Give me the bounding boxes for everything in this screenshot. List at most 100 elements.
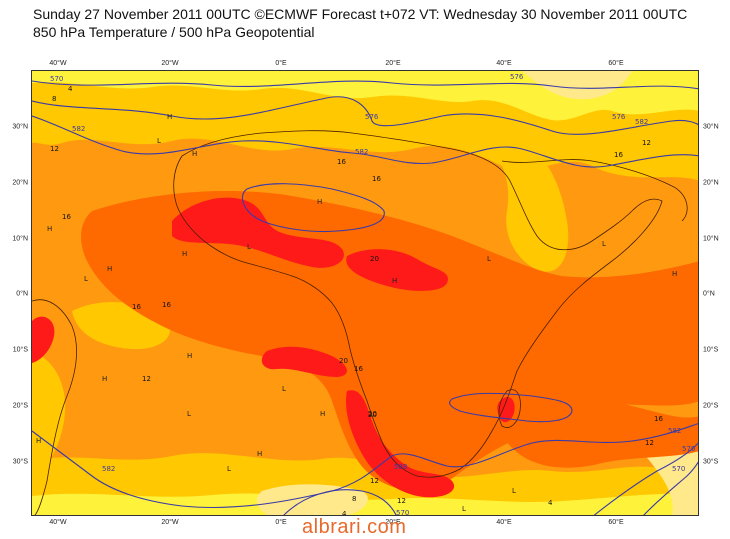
temp-contour-label: 12 (397, 497, 406, 505)
temp-contour-label: 12 (642, 139, 651, 147)
lon-label-bottom: 60°E (608, 519, 624, 526)
lat-label-left: 20°N (12, 179, 28, 187)
pressure-marker: H (320, 410, 325, 418)
geopotential-line (643, 461, 698, 515)
pressure-marker: H (47, 225, 52, 233)
geopotential-label: 576 (510, 73, 524, 81)
temp-contour-label: 20 (339, 357, 348, 365)
lat-label-left: 30°N (12, 123, 28, 131)
lat-label-right: 30°N (703, 123, 719, 131)
temp-field-hot-brazil (32, 316, 55, 363)
pressure-marker: L (487, 255, 491, 263)
lon-label-bottom: 40°W (49, 519, 67, 526)
pressure-marker: L (227, 465, 231, 473)
pressure-marker: L (512, 487, 516, 495)
lat-label-right: 20°N (703, 179, 719, 187)
lon-label-bottom: 20°E (385, 519, 401, 526)
pressure-marker: H (107, 265, 112, 273)
temp-contour-label: 20 (370, 255, 379, 263)
temp-contour-label: 12 (370, 477, 379, 485)
pressure-marker: H (187, 352, 192, 360)
temp-contour-label: 4 (68, 85, 73, 93)
temp-field-hot-central (346, 249, 448, 291)
pressure-marker: L (282, 385, 286, 393)
temp-field-west-yellow (32, 351, 66, 471)
temp-contour-label: 8 (352, 495, 356, 503)
temp-field-north-pale (522, 71, 632, 100)
pressure-marker: H (192, 150, 197, 158)
lon-label-bottom: 40°E (496, 519, 512, 526)
temp-field-east-yellow (472, 131, 569, 272)
temp-contour-label: 16 (62, 213, 71, 221)
temp-contour-label: 20 (368, 410, 377, 418)
geopotential-label: 582 (635, 118, 648, 126)
geopotential-label: 576 (682, 445, 696, 453)
geopotential-label: 588 (394, 463, 407, 471)
pressure-marker: H (672, 270, 677, 278)
temp-contour-label: 12 (50, 145, 59, 153)
lon-label-bottom: 0°E (275, 519, 287, 526)
lat-label-left: 30°S (12, 458, 28, 466)
geopotential-label: 576 (612, 113, 626, 121)
lon-label-top: 20°E (385, 60, 401, 67)
pressure-marker: H (36, 437, 41, 445)
south-america-coastline (32, 299, 77, 515)
lat-label-right: 10°N (703, 235, 719, 243)
lat-label-right: 20°S (703, 402, 719, 410)
temp-contour-label: 16 (654, 415, 663, 423)
pressure-marker: H (317, 198, 322, 206)
pressure-marker: L (187, 410, 191, 418)
geopotential-label: 570 (50, 75, 63, 83)
temp-contour-label: 20 (368, 411, 377, 419)
lat-label-left: 10°S (12, 346, 28, 354)
geopotential-line (449, 392, 573, 423)
temp-field-southeast-orange (498, 395, 698, 468)
pressure-marker: H (392, 277, 397, 285)
lon-label-top: 0°E (275, 60, 287, 67)
weather-map: 16 16 16 16 20 20 20 16 12 12 12 8 12 4 … (31, 70, 699, 516)
geopotential-labels: 570 576 582 582 576 582 576 570 582 588 … (50, 73, 696, 516)
temp-contour-label: 16 (614, 151, 623, 159)
geopotential-line (32, 423, 698, 509)
temp-field-southwest-pale (256, 484, 368, 515)
pressure-marker: H (182, 250, 187, 258)
temp-contour-labels: 16 16 16 16 20 20 20 16 12 12 12 8 12 4 … (50, 85, 663, 515)
temp-field-north-bright (32, 71, 698, 121)
pressure-marker: H (167, 113, 172, 121)
geopotential-label: 582 (72, 125, 85, 133)
temp-field-hot-angola (261, 346, 348, 377)
geopotential-line (593, 442, 698, 515)
lon-label-bottom: 20°W (161, 519, 179, 526)
geopotential-line (283, 489, 397, 515)
pressure-marker: L (84, 275, 88, 283)
temp-contour-label: 16 (132, 303, 141, 311)
temp-field-hot-southafrica (346, 390, 455, 498)
geopotential-label: 570 (396, 509, 409, 516)
temp-field-hot-west-africa (172, 197, 344, 268)
temp-contour-label: 8 (52, 95, 56, 103)
lon-label-top: 20°W (161, 60, 179, 67)
pressure-marker: L (462, 505, 466, 513)
temp-contour-label: 16 (337, 158, 346, 166)
pressure-marker: H (257, 450, 262, 458)
geopotential-label: 582 (102, 465, 115, 473)
temp-contour-label: 16 (162, 301, 171, 309)
chart-title: Sunday 27 November 2011 00UTC ©ECMWF For… (33, 6, 688, 22)
geopotential-line (32, 96, 698, 135)
lat-label-left: 0°N (16, 290, 28, 298)
pressure-marker: L (602, 240, 606, 248)
temp-contour-label: 4 (548, 499, 553, 507)
lat-label-left: 10°N (12, 235, 28, 243)
temp-contour-label: 12 (645, 439, 654, 447)
temp-contour-label: 16 (354, 365, 363, 373)
chart-subtitle: 850 hPa Temperature / 500 hPa Geopotenti… (33, 24, 315, 40)
lat-label-right: 0°N (703, 290, 715, 298)
africa-coastline (173, 130, 663, 478)
madagascar-coastline (498, 389, 521, 428)
geopotential-label: 570 (672, 465, 685, 473)
lon-label-top: 60°E (608, 60, 624, 67)
geopotential-label: 582 (355, 148, 368, 156)
pressure-markers: H H L H L H H L H H L H L H H L H L H L … (36, 113, 677, 513)
geopotential-line (32, 80, 698, 90)
map-canvas: 16 16 16 16 20 20 20 16 12 12 12 8 12 4 … (32, 71, 698, 516)
